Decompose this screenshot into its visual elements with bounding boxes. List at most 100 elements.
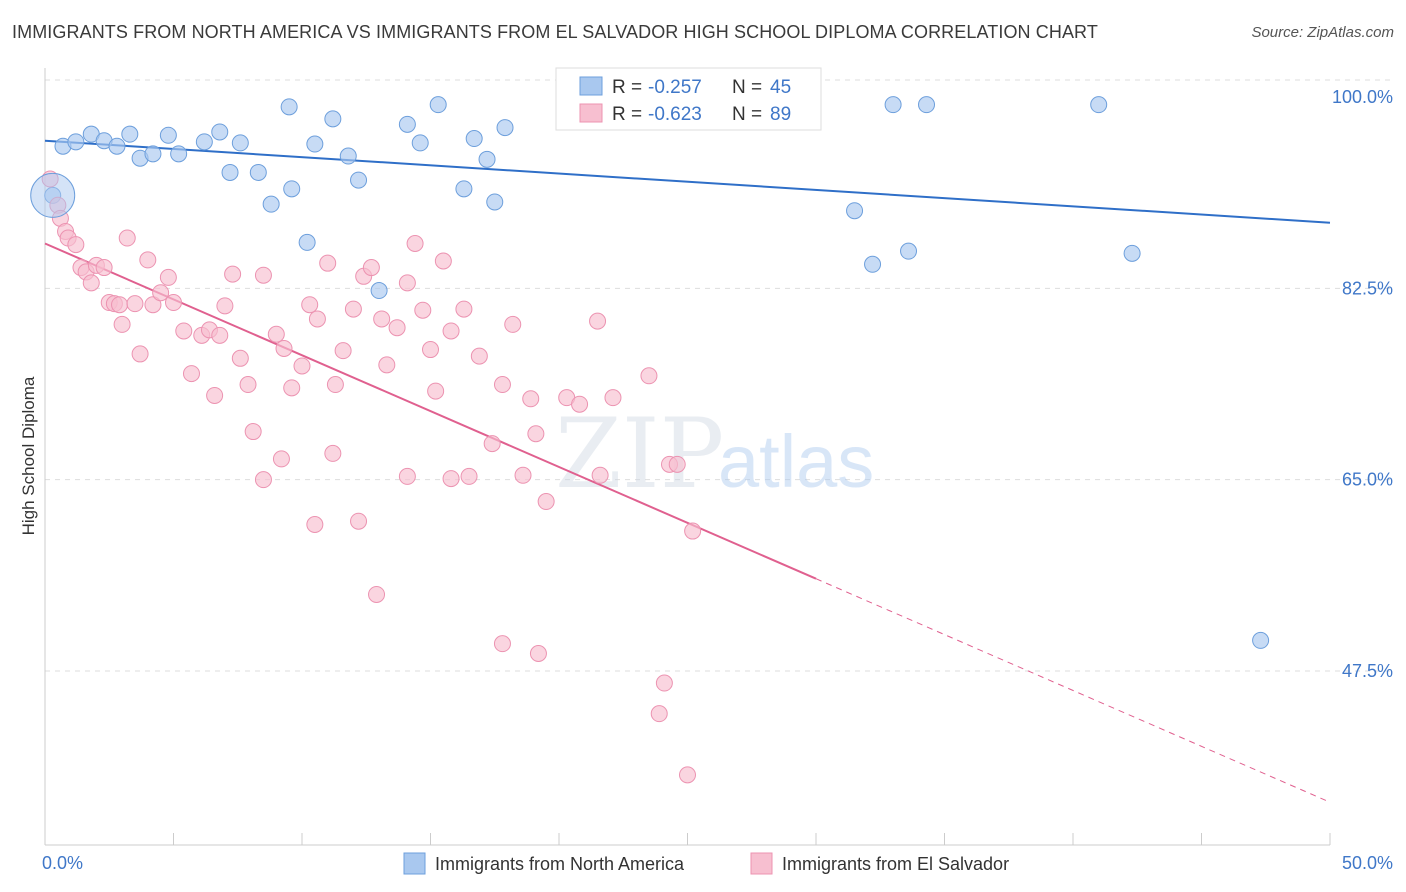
point-el-salvador (283, 379, 301, 397)
point-el-salvador (362, 259, 380, 277)
point-north-america (159, 126, 177, 144)
point-el-salvador (139, 251, 157, 269)
point-el-salvador (126, 295, 144, 313)
y-axis-label: High School Diploma (19, 376, 38, 535)
point-el-salvador (589, 312, 607, 330)
point-el-salvador (267, 325, 285, 343)
point-north-america (306, 135, 324, 153)
point-el-salvador (254, 471, 272, 489)
point-el-salvador (422, 341, 439, 359)
point-el-salvador (334, 342, 352, 360)
point-north-america (455, 180, 473, 198)
point-el-salvador (326, 376, 344, 394)
point-el-salvador (522, 390, 540, 408)
point-el-salvador (144, 296, 162, 314)
y-tick-label: 65.0% (1342, 470, 1393, 490)
point-el-salvador (152, 284, 170, 302)
point-el-salvador (529, 645, 547, 663)
point-el-salvador (679, 766, 696, 784)
point-north-america (221, 163, 239, 181)
chart-title: IMMIGRANTS FROM NORTH AMERICA VS IMMIGRA… (12, 22, 1098, 42)
point-north-america (283, 180, 301, 198)
point-el-salvador (470, 347, 488, 365)
point-el-salvador (182, 365, 200, 383)
point-el-salvador (301, 296, 319, 314)
point-north-america (144, 145, 162, 163)
point-north-america (350, 171, 368, 189)
point-el-salvador (455, 300, 473, 318)
trend-line-north-america (44, 139, 1331, 224)
point-north-america (370, 282, 388, 300)
point-north-america (900, 242, 918, 260)
point-el-salvador (460, 467, 478, 485)
point-el-salvador (111, 296, 129, 314)
point-el-salvador (350, 512, 368, 530)
point-north-america (884, 96, 902, 114)
point-north-america (1252, 631, 1270, 649)
watermark-atlas: atlas (718, 420, 874, 503)
point-el-salvador (537, 493, 555, 511)
point-el-salvador (427, 382, 445, 400)
point-el-salvador (206, 386, 224, 404)
point-el-salvador (373, 310, 391, 328)
bottom-legend-swatch-pink (750, 852, 773, 875)
legend-n-value-2: 89 (770, 104, 791, 125)
point-el-salvador (504, 315, 522, 333)
point-el-salvador (684, 522, 702, 540)
trend-line-extrapolated-el-salvador (815, 578, 1331, 803)
point-el-salvador (406, 235, 424, 253)
point-el-salvador (604, 389, 622, 407)
point-el-salvador (118, 229, 136, 247)
point-el-salvador (324, 444, 342, 462)
bottom-legend-label-1: Immigrants from North America (435, 854, 685, 874)
legend-swatch-pink (579, 103, 603, 123)
point-el-salvador (113, 315, 131, 333)
point-north-america (478, 150, 496, 168)
point-north-america (67, 133, 85, 151)
x-tick-label-max: 50.0% (1342, 853, 1393, 873)
point-el-salvador (272, 450, 290, 468)
point-north-america (170, 145, 188, 163)
x-tick-label-min: 0.0% (42, 853, 83, 873)
point-el-salvador (244, 423, 262, 441)
point-north-america (108, 137, 126, 155)
point-north-america (339, 147, 357, 165)
point-el-salvador (398, 467, 416, 485)
point-el-salvador (254, 266, 272, 284)
y-tick-label: 100.0% (1332, 87, 1393, 107)
point-north-america (121, 125, 139, 143)
point-el-salvador (527, 425, 545, 443)
point-el-salvador (388, 319, 406, 337)
point-cluster-north-america (30, 172, 76, 218)
point-el-salvador (414, 301, 432, 319)
point-north-america (1123, 244, 1141, 262)
tick-labels: 100.0% 82.5% 65.0% 47.5% 0.0% 50.0% (42, 87, 1393, 873)
bottom-legend-label-2: Immigrants from El Salvador (782, 854, 1009, 874)
point-el-salvador (571, 395, 589, 413)
point-el-salvador (591, 466, 609, 484)
point-el-salvador (308, 310, 326, 328)
point-el-salvador (319, 254, 337, 272)
point-north-america (864, 255, 882, 273)
point-el-salvador (344, 300, 362, 318)
point-north-america (398, 115, 416, 133)
point-el-salvador (378, 356, 396, 374)
point-el-salvador (224, 265, 242, 283)
legend-n-label-2: N = (732, 104, 762, 125)
legend-r-label-2: R = (612, 104, 642, 125)
point-north-america (411, 134, 429, 152)
point-el-salvador (275, 339, 293, 357)
point-el-salvador (483, 435, 501, 453)
legend-n-value-1: 45 (770, 77, 791, 98)
point-el-salvador (293, 357, 311, 375)
y-tick-label: 47.5% (1342, 661, 1393, 681)
point-el-salvador (650, 705, 668, 723)
legend-r-label-1: R = (612, 77, 642, 98)
legend-r-value-1: -0.257 (648, 77, 702, 98)
point-el-salvador (668, 455, 686, 473)
bottom-legend-swatch-blue (403, 852, 426, 875)
point-north-america (249, 163, 267, 181)
point-el-salvador (640, 367, 658, 385)
point-el-salvador (95, 259, 113, 277)
point-el-salvador (442, 470, 460, 488)
